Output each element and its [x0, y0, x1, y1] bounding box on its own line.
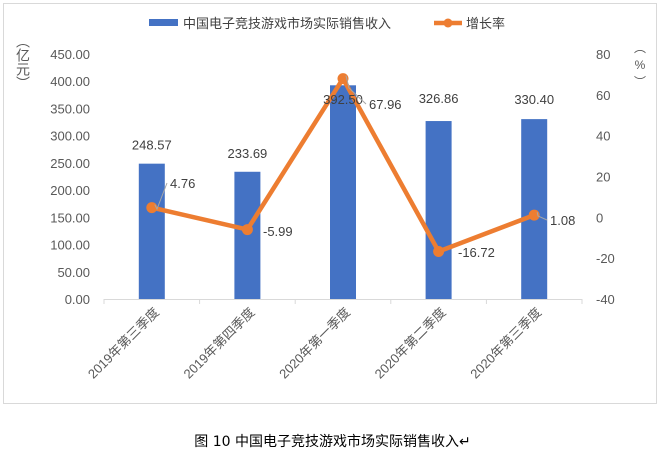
bar-data-label: 330.40: [514, 92, 554, 107]
x-category-label: 2019年第四季度: [181, 305, 258, 382]
y-left-tick-label: 400.00: [50, 74, 90, 89]
bar-data-label: 233.69: [228, 146, 268, 161]
y-left-tick-label: 300.00: [50, 129, 90, 144]
y-right-tick-label: 20: [596, 170, 610, 185]
bar: [234, 171, 261, 299]
growth-point: [241, 224, 253, 236]
x-category-label: 2019年第三季度: [85, 305, 162, 382]
combo-chart: 0.00 50.00 100.00 150.00 200.00 250.00 300.00 3…: [50, 16, 646, 382]
y-right-tick-label: 80: [596, 47, 610, 62]
y-right-tick-label: 40: [596, 129, 610, 144]
chart-frame: [3, 3, 657, 404]
growth-point: [433, 245, 445, 257]
y-right-tick-label: 60: [596, 88, 610, 103]
growth-point: [146, 202, 158, 214]
y-right-tick-label: -40: [596, 292, 615, 307]
legend-bar-label: 中国电子竞技游戏市场实际销售收入: [183, 16, 391, 31]
figure-caption: 图 10 中国电子竞技游戏市场实际销售收入↵: [194, 434, 471, 450]
y-left-tick-label: 250.00: [50, 156, 90, 171]
line-data-label: -5.99: [263, 224, 293, 239]
bar-data-label: 248.57: [132, 138, 172, 153]
y-left-tick-label: 350.00: [50, 101, 90, 116]
bar: [425, 121, 452, 299]
x-category-label: 2020年第一季度: [276, 305, 353, 382]
y-right-tick-label: 0: [596, 210, 603, 225]
y-right-axis-title-char: ︵: [634, 41, 646, 55]
line-data-label: 1.08: [550, 213, 575, 228]
y-left-tick-label: 50.00: [57, 265, 90, 280]
bar: [330, 85, 356, 299]
legend-line-marker: [443, 18, 453, 28]
y-left-tick-label: 0.00: [65, 292, 90, 307]
line-data-label: -16.72: [458, 245, 495, 260]
y-right-axis-title-char: ︶: [634, 75, 646, 89]
bar-data-label: 392.50: [323, 92, 363, 107]
legend-bar-swatch: [149, 19, 178, 26]
y-left-axis-title: （亿元）: [14, 34, 30, 90]
bar-data-label: 326.86: [419, 91, 459, 106]
label-leader-line: [154, 182, 168, 211]
label-leader-line: [345, 75, 367, 105]
label-leader-line: [536, 212, 548, 221]
y-left-tick-label: 100.00: [50, 238, 90, 253]
bar: [138, 163, 165, 299]
legend-line-label: 增长率: [466, 16, 505, 31]
y-left-tick-label: 450.00: [50, 47, 90, 62]
y-right-tick-label: -20: [596, 251, 615, 266]
x-category-label: 2020年第三季度: [467, 305, 544, 382]
line-data-label: 67.96: [369, 97, 402, 112]
x-category-label: 2020年第二季度: [372, 305, 449, 382]
y-left-tick-label: 200.00: [50, 183, 90, 198]
line-data-label: 4.76: [170, 176, 195, 191]
y-left-tick-label: 150.00: [50, 210, 90, 225]
y-right-axis-title-char: %: [635, 58, 646, 72]
bar: [521, 119, 548, 299]
